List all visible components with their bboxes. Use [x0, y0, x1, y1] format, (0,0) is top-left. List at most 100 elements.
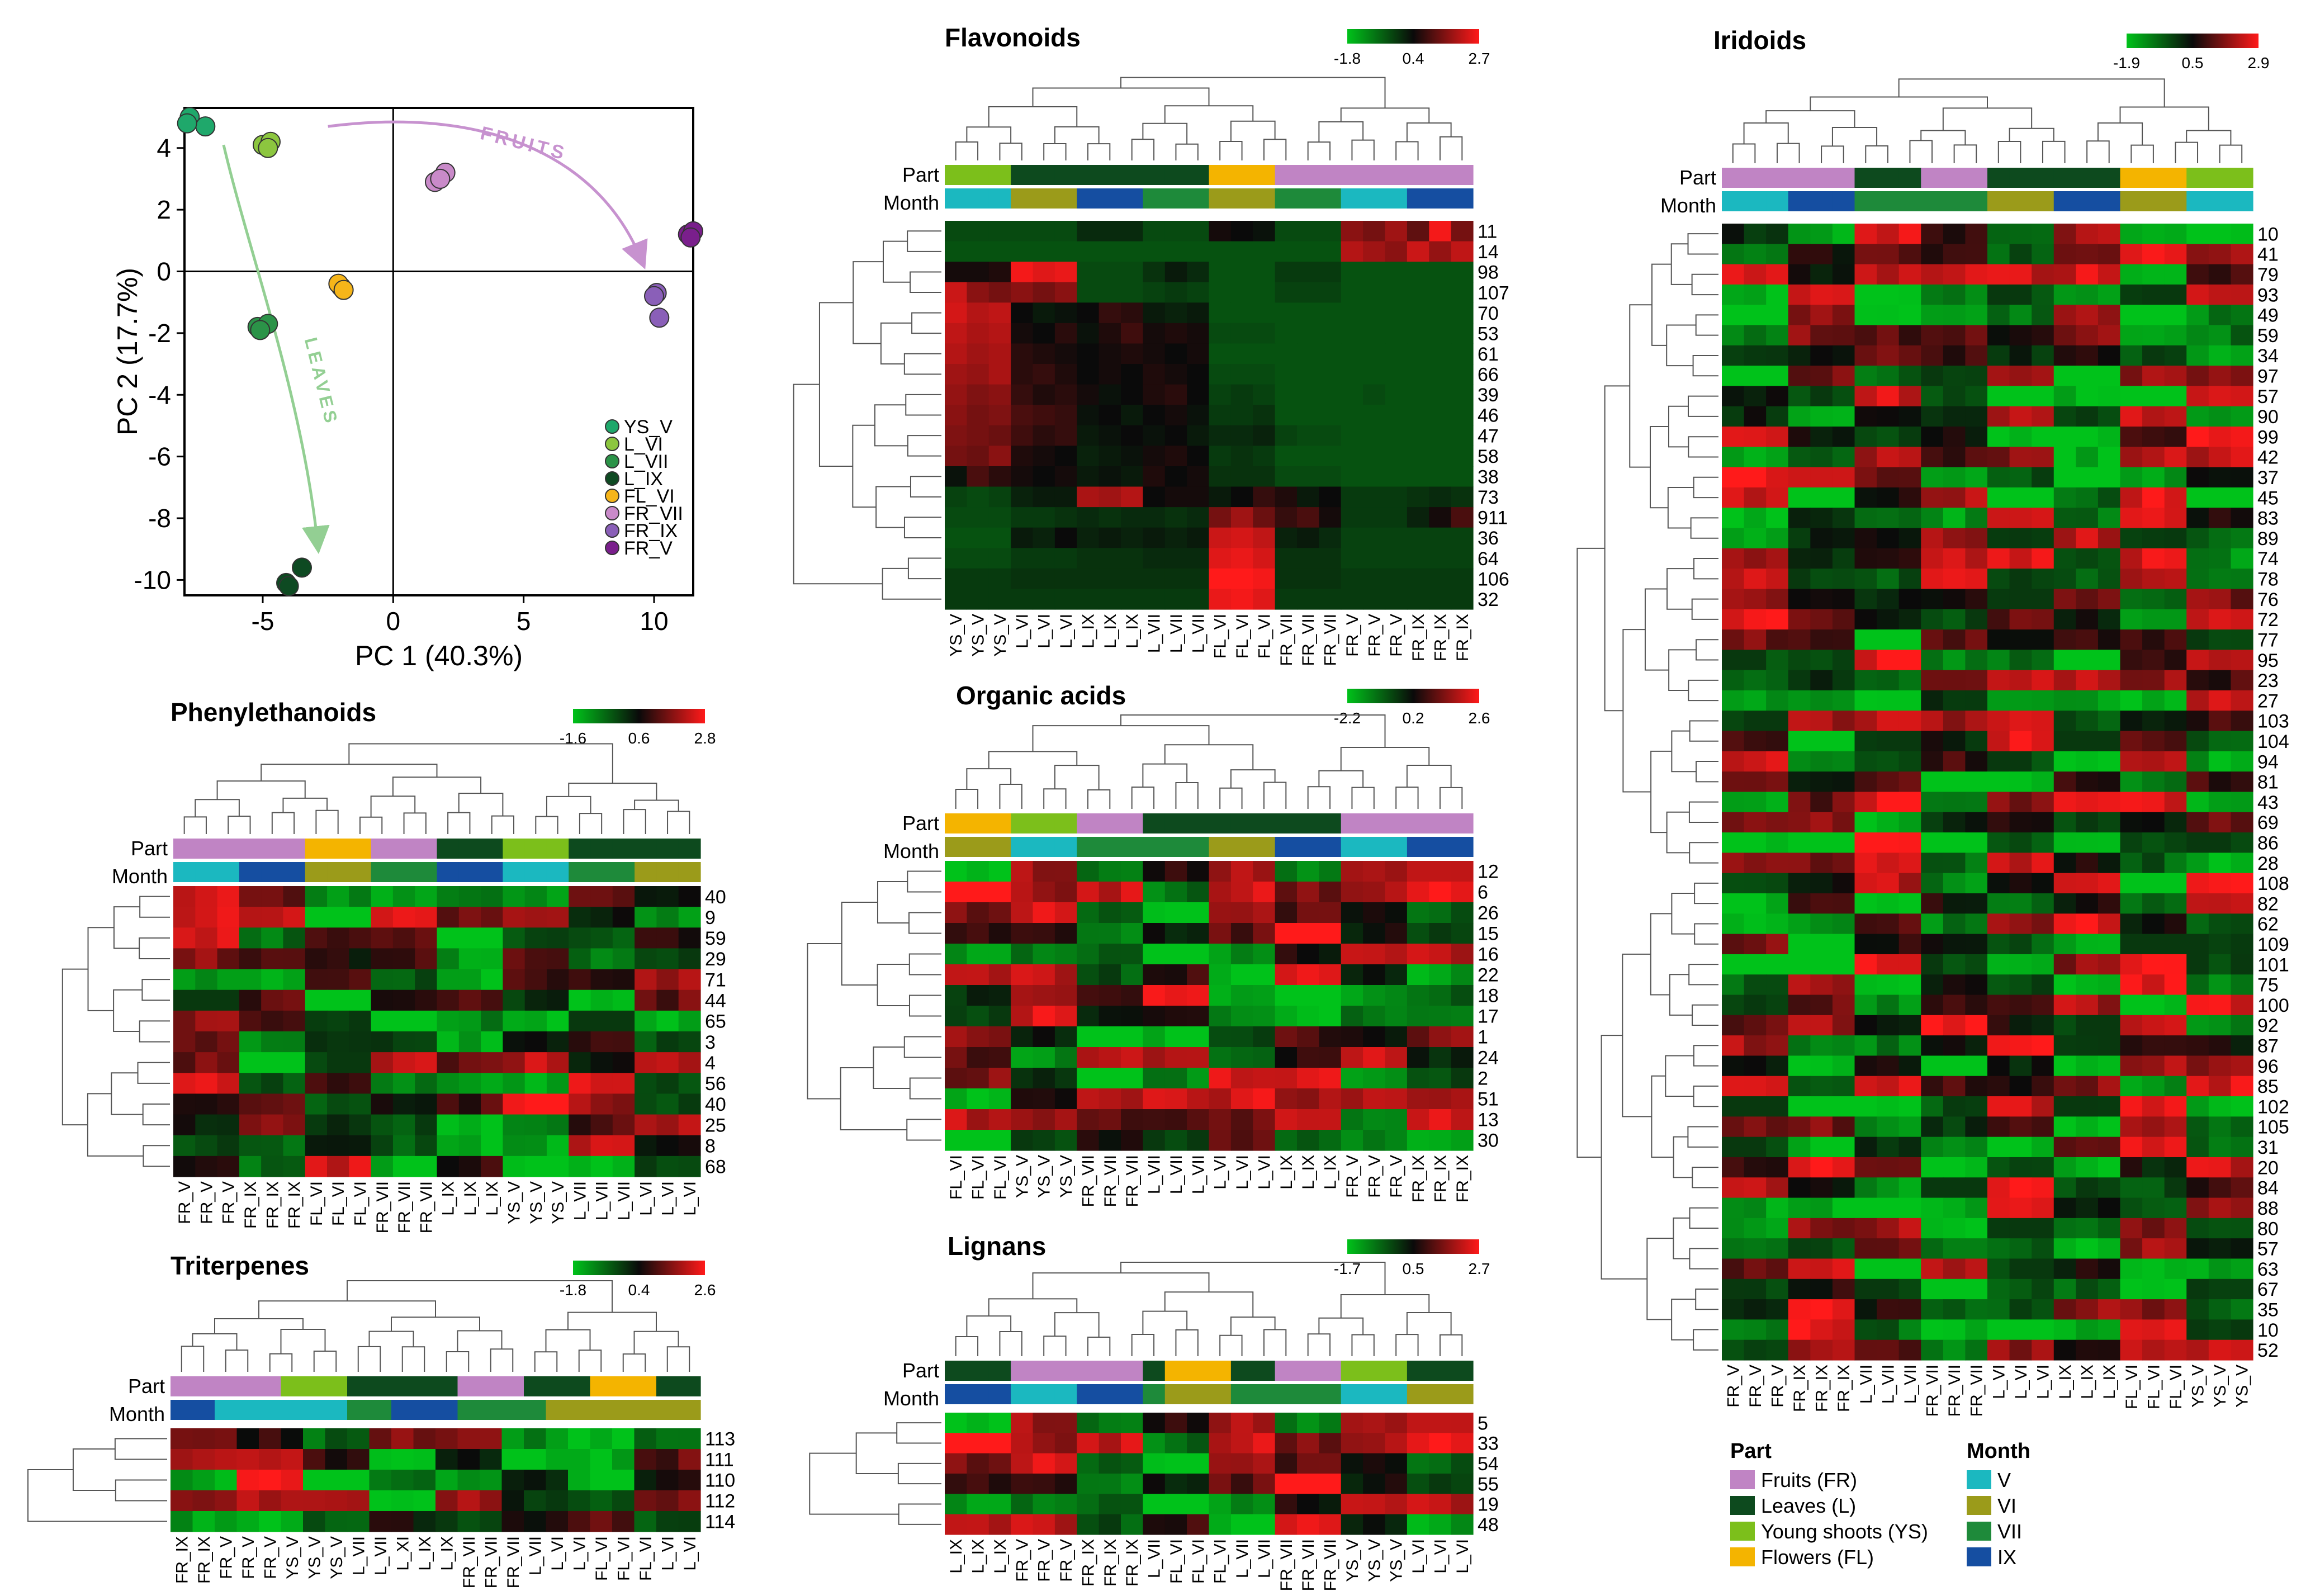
dendrogram-branch [999, 1331, 1022, 1356]
heatmap-cell [1921, 1096, 1944, 1117]
heatmap-cell [1297, 1047, 1319, 1068]
heatmap-cell [2032, 1218, 2054, 1239]
heatmap-cell [1011, 1088, 1034, 1110]
heatmap-cell [1429, 384, 1452, 405]
dendrogram-branch [228, 816, 251, 834]
heatmap-cell [2186, 1136, 2209, 1158]
heatmap-cell [2098, 508, 2121, 529]
heatmap-cell [1429, 548, 1452, 569]
heatmap-cell [1209, 1047, 1232, 1068]
heatmap-cell [371, 948, 394, 970]
month-cell [1054, 837, 1077, 857]
heatmap-cell [1854, 913, 1877, 935]
row-label: 48 [1478, 1514, 1499, 1536]
month-cell [347, 1400, 370, 1420]
month-cell [1832, 191, 1855, 211]
heatmap-cell [1788, 1177, 1811, 1199]
heatmap-cell [656, 989, 679, 1011]
column-label: L_VII [526, 1536, 545, 1575]
dendrogram-branch [1920, 130, 1966, 145]
pca-legend-marker [605, 419, 619, 434]
heatmap-cell [1832, 771, 1855, 793]
heatmap-cell [1943, 528, 1966, 549]
heatmap-cell [2142, 447, 2165, 468]
heatmap-cell [1187, 425, 1210, 446]
part-cell [1363, 1361, 1386, 1381]
heatmap-cell [1363, 1026, 1386, 1048]
heatmap-cell [2164, 264, 2187, 285]
heatmap-cell [1788, 548, 1811, 569]
heatmap-cell [1898, 447, 1921, 468]
heatmap-cell [2098, 1035, 2121, 1057]
heatmap-cell [2164, 487, 2187, 508]
heatmap-cell [967, 323, 989, 344]
heatmap-cell [415, 948, 438, 970]
heatmap-cell [1209, 1109, 1232, 1130]
heatmap-cell [1253, 548, 1276, 569]
heatmap-cell [1898, 1218, 1921, 1239]
heatmap-cell [1722, 812, 1745, 833]
heatmap-cell [1077, 985, 1100, 1006]
heatmap-cell [945, 1026, 967, 1048]
part-cell [481, 839, 503, 859]
heatmap-cell [1121, 882, 1143, 903]
heatmap-cell [1011, 425, 1034, 446]
heatmap-cell [1341, 1068, 1363, 1089]
heatmap-cell [1187, 507, 1210, 528]
heatmap-cell [988, 241, 1011, 262]
part-cell [1766, 168, 1789, 188]
row-label: 55 [1478, 1474, 1499, 1495]
heatmap-cell [612, 1031, 635, 1053]
heatmap-cell [1054, 1130, 1077, 1151]
heatmap-cell [2076, 650, 2099, 671]
row-label: 86 [2257, 832, 2279, 854]
heatmap-cell [1943, 386, 1966, 407]
heatmap-cell [2076, 873, 2099, 894]
heatmap-cell [1275, 527, 1298, 548]
heatmap-cell [1341, 486, 1363, 508]
pca-point-l_vii [247, 316, 268, 337]
month-cell [239, 862, 262, 882]
heatmap-cell [1943, 224, 1966, 244]
heatmap-cell [1987, 1177, 2010, 1199]
heatmap-cell [1722, 427, 1745, 447]
heatmap-cell [325, 1449, 348, 1470]
month-cell [1230, 188, 1253, 209]
heatmap-cell [2231, 427, 2253, 447]
color-scale-bar [1347, 29, 1479, 44]
month-cell [1407, 188, 1429, 209]
part-cell [988, 165, 1011, 185]
heatmap-cell [945, 282, 967, 303]
row-label: 4 [705, 1053, 716, 1074]
heatmap-cell [1209, 902, 1232, 923]
heatmap-cell [1363, 425, 1386, 446]
heatmap-cell [1766, 589, 1789, 610]
column-label: FR_IX [1791, 1365, 1809, 1412]
heatmap-cell [1987, 386, 2010, 407]
heatmap-cell [1275, 1026, 1298, 1048]
heatmap-cell [1099, 548, 1121, 569]
heatmap-cell [1766, 1035, 1789, 1057]
heatmap-cell [1054, 861, 1077, 882]
column-label: FR_V [1365, 614, 1384, 657]
heatmap-cell [2120, 427, 2143, 447]
heatmap-cell [1121, 446, 1143, 467]
heatmap-cell [2076, 1278, 2099, 1300]
heatmap-cell [1722, 711, 1745, 732]
month-cell [1011, 837, 1034, 857]
heatmap-cell [1766, 569, 1789, 590]
heatmap-cell [2164, 528, 2187, 549]
heatmap-cell [349, 989, 372, 1011]
heatmap-cell [1011, 964, 1034, 986]
heatmap-cell [1965, 467, 1988, 488]
heatmap-cell [1164, 1433, 1187, 1454]
heatmap-cell [2120, 1157, 2143, 1178]
heatmap-cell [481, 1031, 503, 1053]
heatmap-cell [1297, 262, 1319, 283]
heatmap-cell [1143, 1494, 1166, 1515]
heatmap-cell [2142, 1278, 2165, 1300]
column-label: L_IX [416, 1536, 434, 1571]
heatmap-cell [1319, 425, 1342, 446]
dendrogram-branch [1576, 547, 1605, 1158]
heatmap-cell [1943, 771, 1966, 793]
